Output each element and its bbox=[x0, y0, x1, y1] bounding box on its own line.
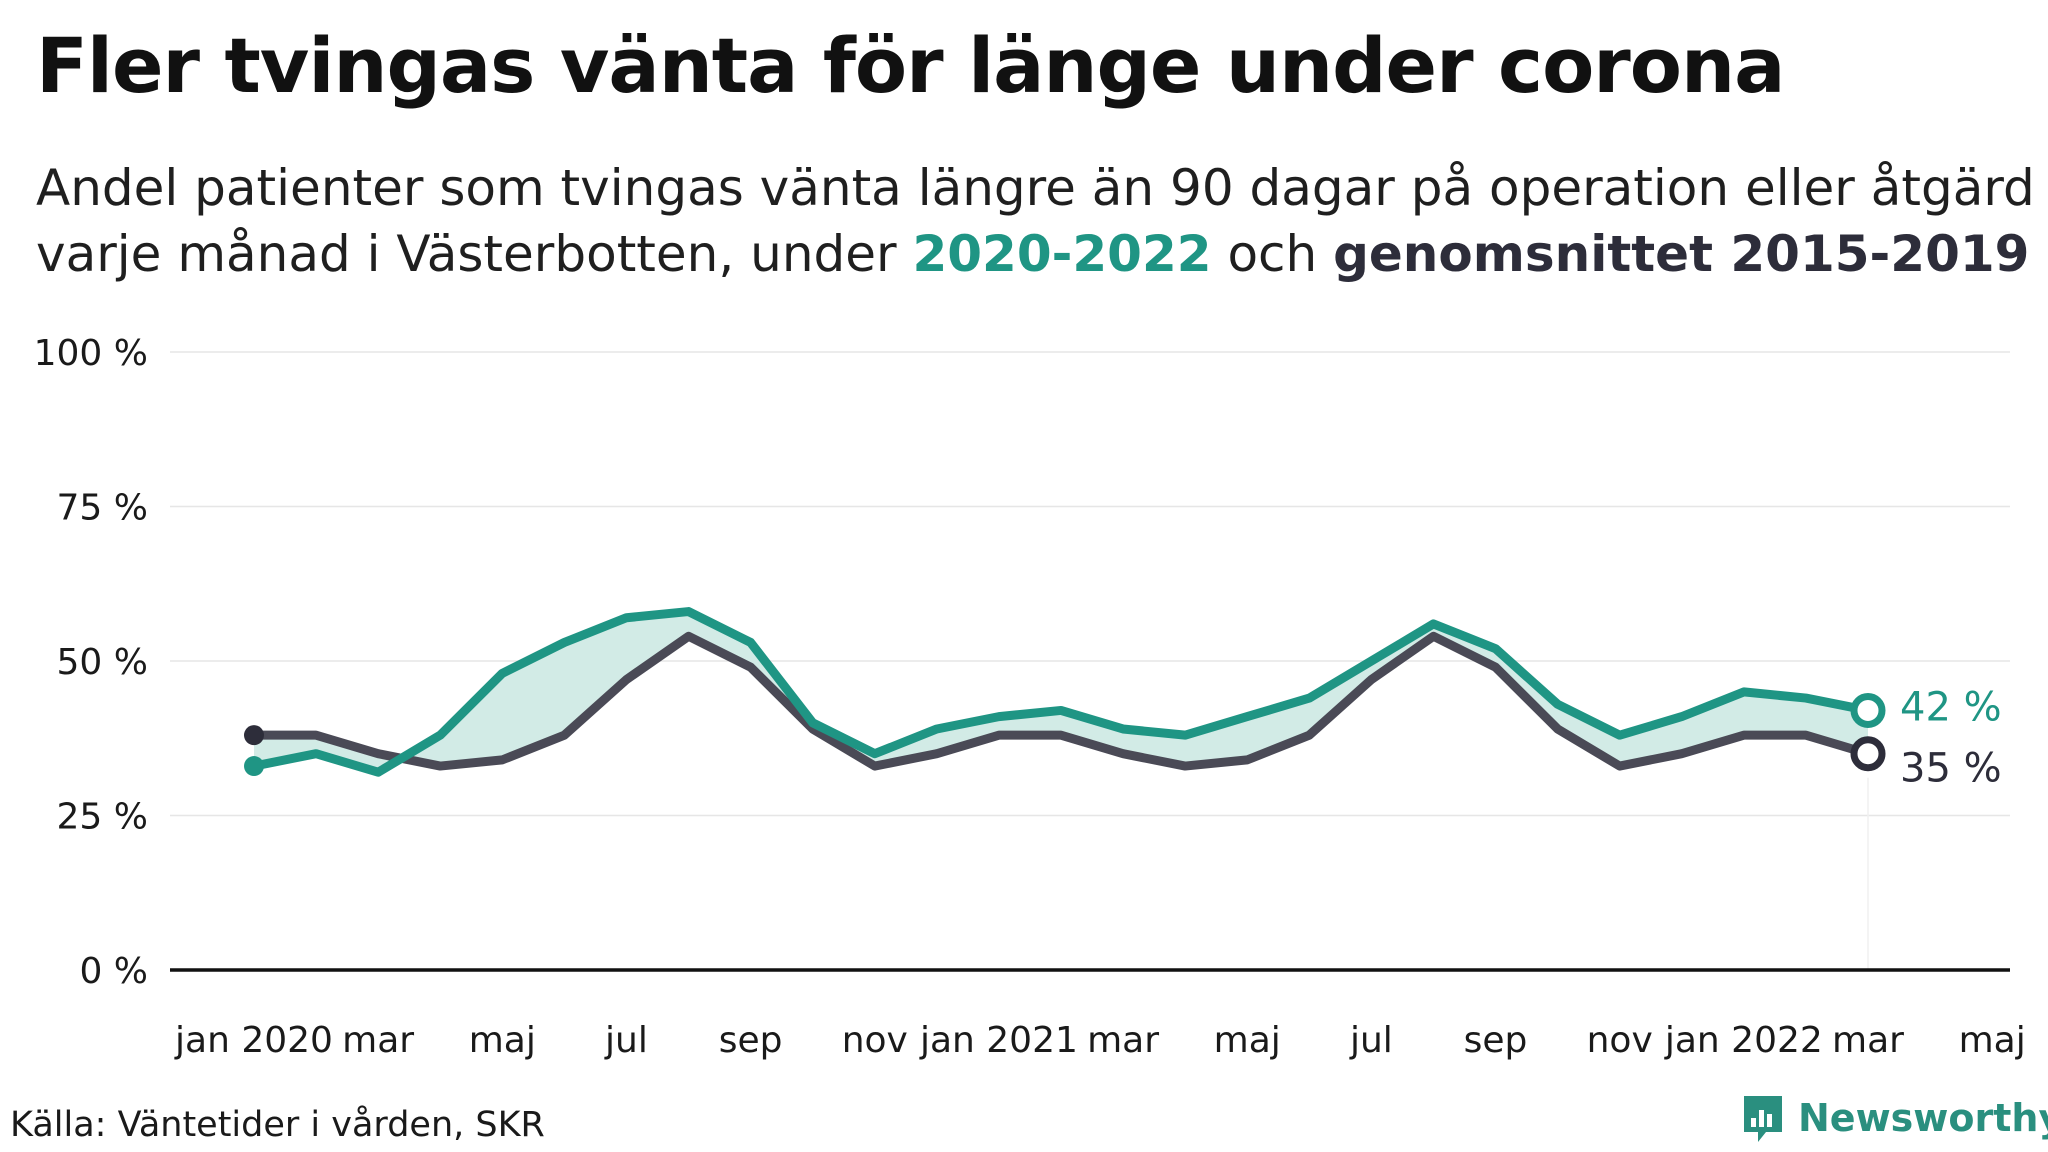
y-tick-label: 75 % bbox=[57, 488, 148, 529]
x-tick-label: sep bbox=[719, 1020, 783, 1061]
chart-subtitle: Andel patienter som tvingas vänta längre… bbox=[36, 155, 2035, 287]
subtitle-line2-prefix: varje månad i Västerbotten, under bbox=[36, 225, 913, 283]
end-marker-current bbox=[1850, 692, 1886, 728]
x-tick-label: jan 2020 bbox=[174, 1020, 333, 1061]
series-lines bbox=[249, 607, 1873, 777]
y-tick-label: 0 % bbox=[79, 951, 148, 992]
x-tick-label: jul bbox=[604, 1020, 648, 1061]
series-line-average bbox=[249, 631, 1873, 771]
x-tick-label: sep bbox=[1464, 1020, 1528, 1061]
difference-area bbox=[254, 611, 1868, 773]
difference-band bbox=[254, 611, 1868, 773]
y-tick-label: 25 % bbox=[57, 797, 148, 838]
subtitle-line2-middle: och bbox=[1211, 225, 1334, 283]
gridlines bbox=[170, 351, 2010, 970]
start-marker-average bbox=[244, 725, 264, 746]
x-tick-label: nov bbox=[842, 1020, 908, 1061]
x-tick-label: jan 2022 bbox=[1664, 1020, 1823, 1061]
subtitle-line1: Andel patienter som tvingas vänta längre… bbox=[36, 159, 2035, 217]
newsworthy-logo-icon bbox=[1744, 1096, 1782, 1142]
x-tick-label: maj bbox=[1214, 1020, 1281, 1061]
x-tick-label: maj bbox=[469, 1020, 536, 1061]
start-marker-current bbox=[244, 756, 264, 777]
end-label-average: 35 % bbox=[1900, 746, 2002, 792]
x-tick-label: maj bbox=[1959, 1020, 2026, 1061]
x-tick-label: mar bbox=[1832, 1020, 1904, 1061]
series-line-current bbox=[249, 607, 1873, 777]
end-label-current: 42 % bbox=[1900, 684, 2002, 730]
markers: 42 % 35 % bbox=[244, 684, 2002, 792]
subtitle-highlight-average: genomsnittet 2015-2019 bbox=[1333, 225, 2030, 283]
x-tick-label: mar bbox=[1087, 1020, 1159, 1061]
y-tick-label: 100 % bbox=[34, 333, 148, 374]
brand-name: Newsworthy bbox=[1798, 1096, 2048, 1140]
x-tick-label: mar bbox=[342, 1020, 414, 1061]
subtitle-highlight-current: 2020-2022 bbox=[912, 225, 1212, 283]
brand-logo: Newsworthy bbox=[1740, 1092, 2048, 1144]
end-marker-average bbox=[1850, 736, 1886, 772]
x-tick-label: jan 2021 bbox=[919, 1020, 1078, 1061]
y-tick-label: 50 % bbox=[57, 642, 148, 683]
x-tick-label: jul bbox=[1349, 1020, 1393, 1061]
source-note: Källa: Väntetider i vården, SKR bbox=[10, 1105, 545, 1145]
x-tick-label: nov bbox=[1587, 1020, 1653, 1061]
axes: 0 %25 %50 %75 %100 %jan 2020 mar maj jul sep… bbox=[34, 333, 2026, 1061]
chart-title: Fler tvingas vänta för länge under coron… bbox=[36, 21, 1785, 110]
